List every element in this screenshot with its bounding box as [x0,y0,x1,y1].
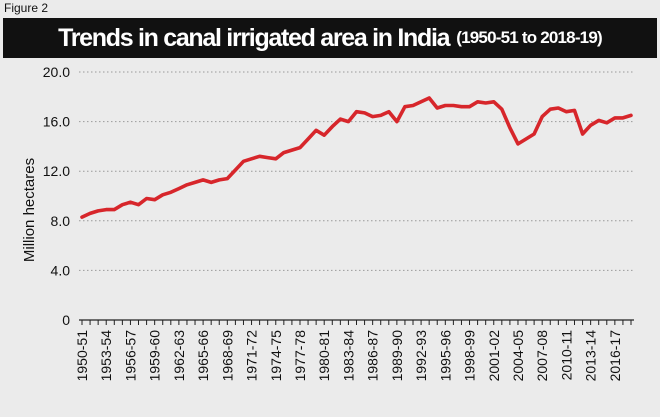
x-tick-labels: 1950-51 1953-54 1956-57 1959-60 1962-63 1965-… [74,330,623,382]
x-tick-label: 1974-75 [268,330,284,382]
series-line [80,96,633,219]
axes [79,319,634,325]
x-tick-label: 2007-08 [534,330,550,382]
grid-lines [79,71,634,271]
x-tick-label: 1986-87 [365,330,381,382]
series-layer [80,96,633,219]
x-tick-label: 1950-51 [74,330,90,382]
x-tick-label: 1956-57 [122,330,138,382]
y-tick-label: 4.0 [51,262,71,278]
x-tick-label: 1998-99 [462,330,478,382]
x-tick-label: 2001-02 [486,330,502,382]
x-tick-label: 1980-81 [316,330,332,382]
x-tick-label: 1971-72 [244,330,260,382]
y-tick-label: 0 [62,312,70,328]
y-tick-label: 8.0 [51,213,71,229]
x-tick-label: 2016-17 [607,330,623,382]
x-tick-label: 1965-66 [195,330,211,382]
x-tick-label: 1962-63 [171,330,187,382]
figure-label: Figure 2 [4,1,49,15]
chart-subtitle: (1950-51 to 2018-19) [456,28,602,47]
x-tick-label: 1968-69 [219,330,235,382]
x-tick-label: 1989-90 [389,330,405,382]
x-tick-label: 1983-84 [340,330,356,382]
chart-title: Trends in canal irrigated area in India [58,23,450,52]
y-axis-label: Million hectares [21,158,38,262]
y-tick-label: 12.0 [43,163,70,179]
y-tick-label: 20.0 [43,64,70,80]
x-tick-label: 1977-78 [292,330,308,382]
title-bar: Trends in canal irrigated area in India … [3,18,657,58]
x-tick-label: 2010-11 [558,330,574,381]
x-tick-label: 1959-60 [147,330,163,382]
x-tick-label: 1995-96 [437,330,453,382]
x-tick-label: 1992-93 [413,330,429,382]
x-tick-label: 2013-14 [583,330,599,382]
y-tick-labels: 0 4.0 8.0 12.0 16.0 20.0 [43,64,70,328]
y-tick-label: 16.0 [43,114,70,130]
x-tick-label: 1953-54 [98,330,114,382]
x-tick-label: 2004-05 [510,330,526,382]
